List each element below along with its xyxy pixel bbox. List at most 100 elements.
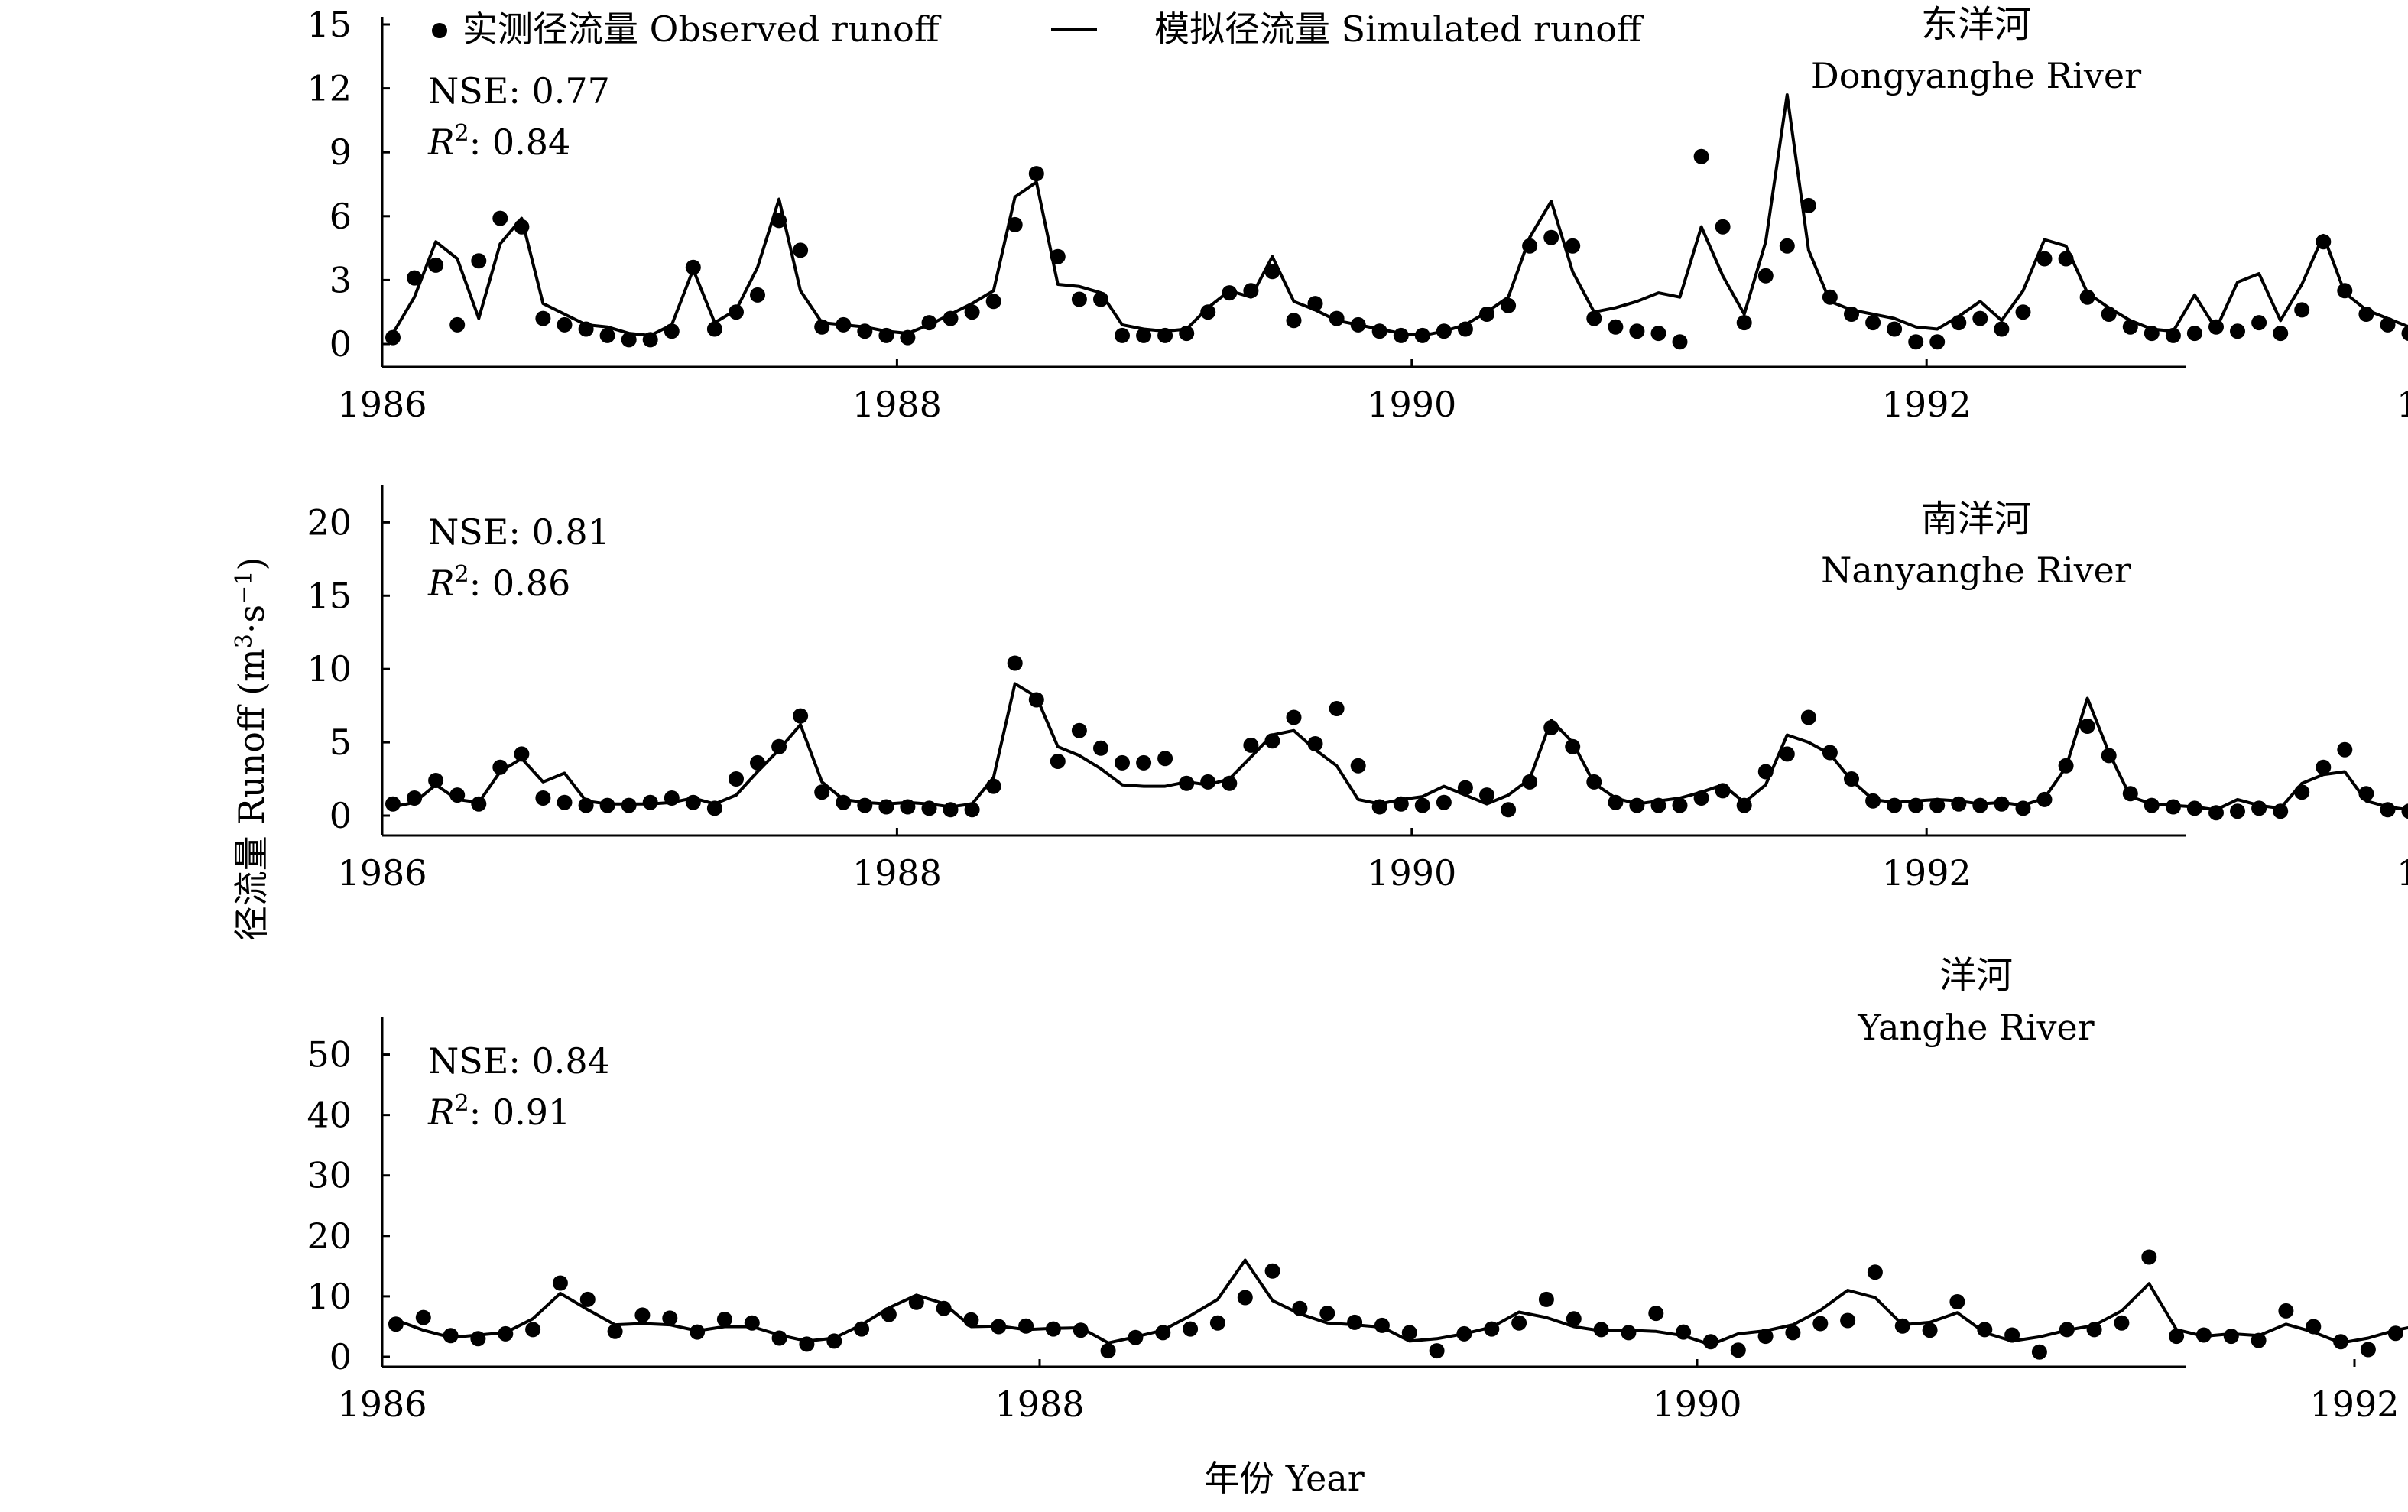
dongyanghe-observed-point — [2122, 319, 2138, 335]
dongyanghe-x-tick-label: 1988 — [852, 384, 942, 425]
yanghe-observed-point — [690, 1324, 706, 1340]
nanyanghe-observed-point — [428, 773, 444, 788]
nanyanghe-observed-point — [449, 787, 466, 803]
dongyanghe-observed-point — [1887, 321, 1903, 337]
dongyanghe-y-tick-label: 12 — [307, 68, 352, 109]
nanyanghe-observed-point — [943, 802, 959, 818]
dongyanghe-observed-point — [1136, 327, 1152, 343]
nanyanghe-y-tick-label: 15 — [307, 575, 352, 616]
yanghe-observed-point — [1840, 1312, 1856, 1329]
yanghe-observed-point — [744, 1315, 760, 1331]
panel-nanyanghe: 南洋河 Nanyanghe River NSE: 0.81 R2: 0.86 0… — [307, 485, 2408, 894]
panel-yanghe-title-en: Yanghe River — [1857, 1007, 2094, 1048]
yanghe-observed-point — [552, 1275, 568, 1291]
nanyanghe-observed-point — [2186, 800, 2202, 816]
nanyanghe-observed-point — [621, 797, 637, 813]
panel-dongyanghe: 东洋河 Dongyanghe River NSE: 0.77 R2: 0.84 … — [307, 3, 2408, 425]
nanyanghe-observed-point — [1929, 797, 1946, 813]
dongyanghe-y-tick-label: 3 — [329, 259, 352, 300]
dongyanghe-observed-point — [1844, 307, 1859, 322]
nanyanghe-observed-point — [1672, 797, 1688, 813]
legend-observed-marker — [432, 23, 447, 38]
dongyanghe-observed-point — [1071, 291, 1087, 307]
yanghe-y-tick-label: 30 — [307, 1155, 352, 1196]
y-axis-unit-sup1: 3 — [231, 634, 258, 648]
dongyanghe-observed-point — [1371, 323, 1387, 339]
yanghe-observed-point — [1155, 1325, 1171, 1341]
nanyanghe-observed-point — [1543, 719, 1559, 735]
yanghe-observed-point — [908, 1294, 924, 1310]
nanyanghe-x-tick-label: 1988 — [852, 852, 942, 894]
nanyanghe-observed-point — [1243, 737, 1259, 753]
nanyanghe-observed-point — [2380, 802, 2396, 818]
nanyanghe-observed-point — [1307, 736, 1323, 751]
nanyanghe-observed-point — [1479, 787, 1494, 803]
dongyanghe-observed-point — [685, 259, 701, 275]
yanghe-observed-point — [716, 1312, 732, 1327]
yanghe-observed-point — [2278, 1303, 2294, 1319]
nanyanghe-observed-point — [1586, 774, 1602, 790]
dongyanghe-x-tick-label: 1992 — [1882, 384, 1972, 425]
yanghe-observed-point — [662, 1310, 678, 1326]
nanyanghe-x-tick-label: 1992 — [1882, 852, 1972, 894]
dongyanghe-observed-point — [2165, 327, 2181, 343]
nanyanghe-observed-point — [1414, 797, 1430, 813]
yanghe-y-tick-label: 40 — [307, 1095, 352, 1136]
nanyanghe-observed-point — [1715, 783, 1731, 799]
nanyanghe-observed-point — [750, 754, 765, 771]
dongyanghe-observed-point — [900, 329, 916, 346]
dongyanghe-observed-point — [1672, 334, 1688, 350]
yanghe-observed-point — [2333, 1334, 2349, 1350]
yanghe-observed-point — [2059, 1322, 2075, 1338]
nanyanghe-y-tick-label: 20 — [307, 501, 352, 543]
nanyanghe-observed-point — [2208, 805, 2224, 821]
yanghe-observed-point — [443, 1328, 459, 1344]
panel-nanyanghe-r2: R2: 0.86 — [427, 561, 570, 604]
nanyanghe-observed-point — [1350, 758, 1366, 774]
yanghe-observed-point — [2251, 1332, 2267, 1348]
dongyanghe-observed-point — [1179, 326, 1195, 342]
nanyanghe-observed-point — [1951, 796, 1967, 812]
dongyanghe-observed-point — [1479, 307, 1494, 322]
dongyanghe-observed-point — [1007, 216, 1023, 232]
nanyanghe-observed-point — [1757, 764, 1774, 780]
dongyanghe-observed-point — [1715, 219, 1731, 235]
dongyanghe-observed-point — [1693, 148, 1709, 164]
nanyanghe-x-tick-label: 1990 — [1367, 852, 1456, 894]
y-axis-unit-mid: ·s — [231, 605, 272, 634]
nanyanghe-observed-point — [1887, 797, 1903, 813]
yanghe-observed-point — [1401, 1325, 1417, 1341]
dongyanghe-observed-point — [1329, 310, 1345, 326]
nanyanghe-observed-point — [1844, 771, 1859, 787]
dongyanghe-observed-point — [814, 319, 830, 335]
dongyanghe-observed-point — [1822, 289, 1838, 305]
nanyanghe-observed-point — [1629, 797, 1645, 813]
nanyanghe-observed-point — [921, 800, 937, 816]
dongyanghe-observed-point — [1543, 229, 1559, 245]
nanyanghe-observed-point — [1200, 774, 1216, 790]
yanghe-observed-point — [1264, 1263, 1280, 1279]
y-axis-unit-sup2: −1 — [231, 571, 258, 605]
yanghe-observed-point — [1949, 1294, 1965, 1309]
x-axis-label: 年份 Year — [1204, 1458, 1365, 1499]
yanghe-observed-point — [498, 1325, 514, 1342]
nanyanghe-observed-point — [557, 794, 573, 810]
dongyanghe-observed-point — [2294, 302, 2310, 318]
nanyanghe-observed-point — [1093, 740, 1108, 756]
dongyanghe-observed-point — [492, 210, 508, 226]
yanghe-observed-point — [1730, 1342, 1746, 1358]
yanghe-observed-point — [2031, 1344, 2047, 1360]
yanghe-y-tick-label: 50 — [307, 1034, 352, 1076]
dongyanghe-observed-point — [1350, 316, 1366, 333]
yanghe-observed-point — [1621, 1325, 1637, 1341]
dongyanghe-observed-point — [706, 321, 722, 337]
dongyanghe-x-tick-label: 1986 — [337, 384, 427, 425]
nanyanghe-y-tick-label: 5 — [329, 722, 352, 763]
dongyanghe-observed-point — [2144, 326, 2160, 342]
dongyanghe-observed-point — [1629, 323, 1645, 339]
nanyanghe-observed-point — [599, 797, 615, 813]
dongyanghe-observed-point — [2380, 316, 2396, 333]
dongyanghe-observed-point — [2079, 289, 2095, 305]
nanyanghe-observed-point — [1779, 746, 1795, 762]
